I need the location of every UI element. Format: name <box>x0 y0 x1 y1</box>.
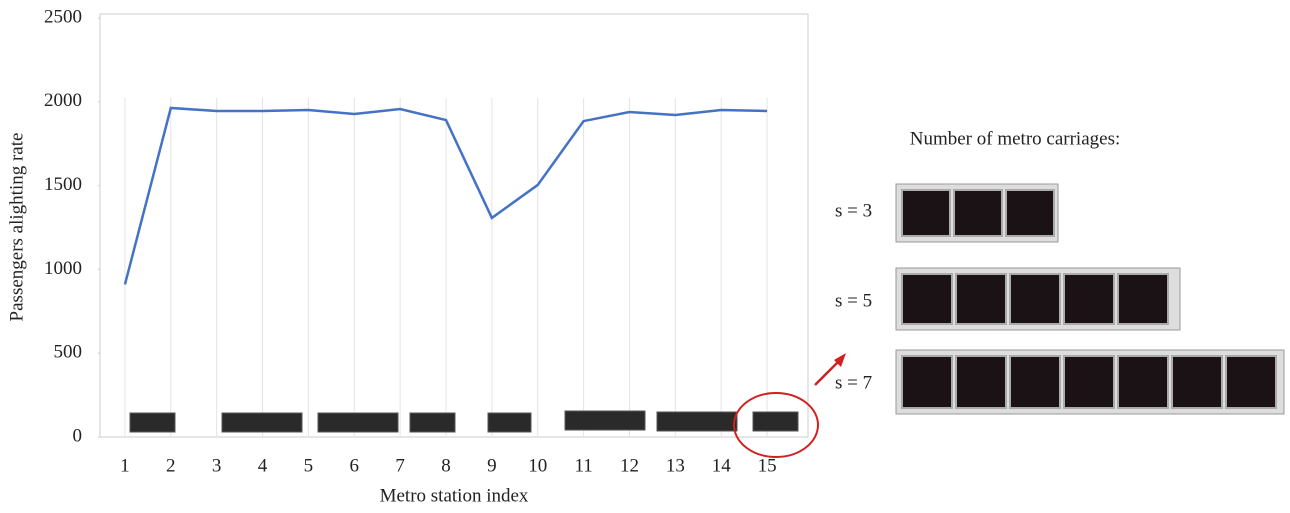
y-tick-label: 2000 <box>44 90 82 111</box>
x-tick-label: 14 <box>712 455 732 476</box>
figure: Metro station index Passengers alighting… <box>0 0 1290 513</box>
x-tick-label: 8 <box>441 455 451 476</box>
y-axis-label: Passengers alighting rate <box>6 133 27 322</box>
legend-item: s = 3 <box>835 200 872 221</box>
x-tick-label: 11 <box>574 455 592 476</box>
x-tick-label: 12 <box>620 455 639 476</box>
carriage-legend <box>896 184 1284 414</box>
legend-item: s = 7 <box>835 372 872 393</box>
x-tick-label: 10 <box>528 455 547 476</box>
x-tick-label: 5 <box>304 455 314 476</box>
legend-item: s = 5 <box>835 290 872 311</box>
x-tick-label: 7 <box>395 455 405 476</box>
y-tick-label: 1500 <box>44 174 82 195</box>
x-tick-label: 6 <box>350 455 360 476</box>
y-tick-label: 500 <box>54 342 83 363</box>
x-tick-label: 9 <box>487 455 497 476</box>
x-tick-label: 3 <box>212 455 222 476</box>
x-tick-label: 15 <box>758 455 777 476</box>
y-tick-label: 1000 <box>44 258 82 279</box>
y-tick-label: 2500 <box>44 6 82 27</box>
plot-frame <box>100 14 808 437</box>
x-axis-label: Metro station index <box>380 485 529 506</box>
x-tick-label: 1 <box>120 455 130 476</box>
x-tick-label: 4 <box>258 455 268 476</box>
x-tick-label: 2 <box>166 455 176 476</box>
x-tick-label: 13 <box>666 455 685 476</box>
legend-title: Number of metro carriages: <box>910 128 1121 149</box>
y-tick-label: 0 <box>73 425 83 446</box>
